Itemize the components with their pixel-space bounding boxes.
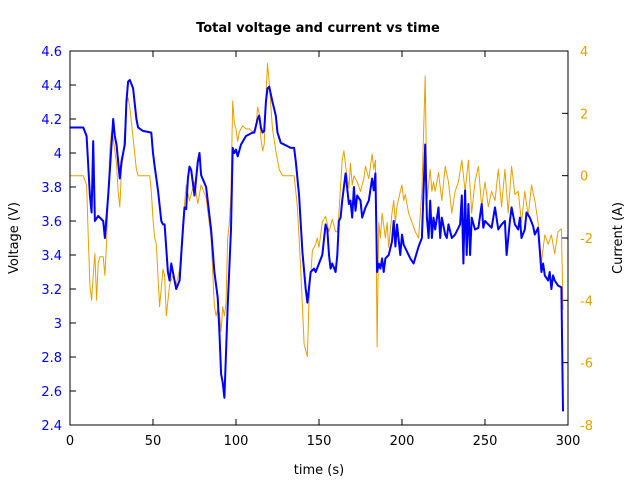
y2-tick-label: 4 [580, 45, 588, 60]
x-tick-label: 50 [145, 434, 162, 449]
x-tick-label: 300 [556, 434, 581, 449]
voltage-series-line [70, 78, 564, 412]
y-tick-label: 3.6 [41, 215, 62, 230]
y-tick-label: 4.2 [41, 113, 62, 128]
y2-axis-label: Current (A) [611, 202, 626, 274]
current-series-line [70, 63, 564, 357]
y-tick-label: 4.6 [41, 45, 62, 60]
x-tick-label: 250 [473, 434, 498, 449]
y-tick-label: 4 [54, 147, 62, 162]
y-tick-label: 2.8 [41, 351, 62, 366]
x-tick-label: 0 [66, 434, 74, 449]
y2-tick-label: -4 [580, 294, 593, 309]
y-tick-label: 2.4 [41, 419, 62, 434]
y-tick-label: 3.2 [41, 283, 62, 298]
y-axis-label: Voltage (V) [7, 202, 22, 274]
y-tick-label: 3.8 [41, 181, 62, 196]
y2-tick-label: 2 [580, 107, 588, 122]
y-tick-label: 3 [54, 317, 62, 332]
y-tick-label: 3.4 [41, 249, 62, 264]
y2-tick-label: -6 [580, 357, 593, 372]
y-tick-label: 2.6 [41, 385, 62, 400]
chart-title: Total voltage and current vs time [196, 21, 440, 36]
x-tick-label: 100 [224, 434, 249, 449]
y-tick-label: 4.4 [41, 79, 62, 94]
plot-frame [69, 50, 569, 426]
y2-tick-label: 0 [580, 170, 588, 185]
x-tick-label: 150 [307, 434, 332, 449]
y2-tick-label: -8 [580, 419, 593, 434]
y2-tick-label: -2 [580, 232, 593, 247]
x-axis-label: time (s) [294, 463, 344, 478]
x-tick-label: 200 [390, 434, 415, 449]
